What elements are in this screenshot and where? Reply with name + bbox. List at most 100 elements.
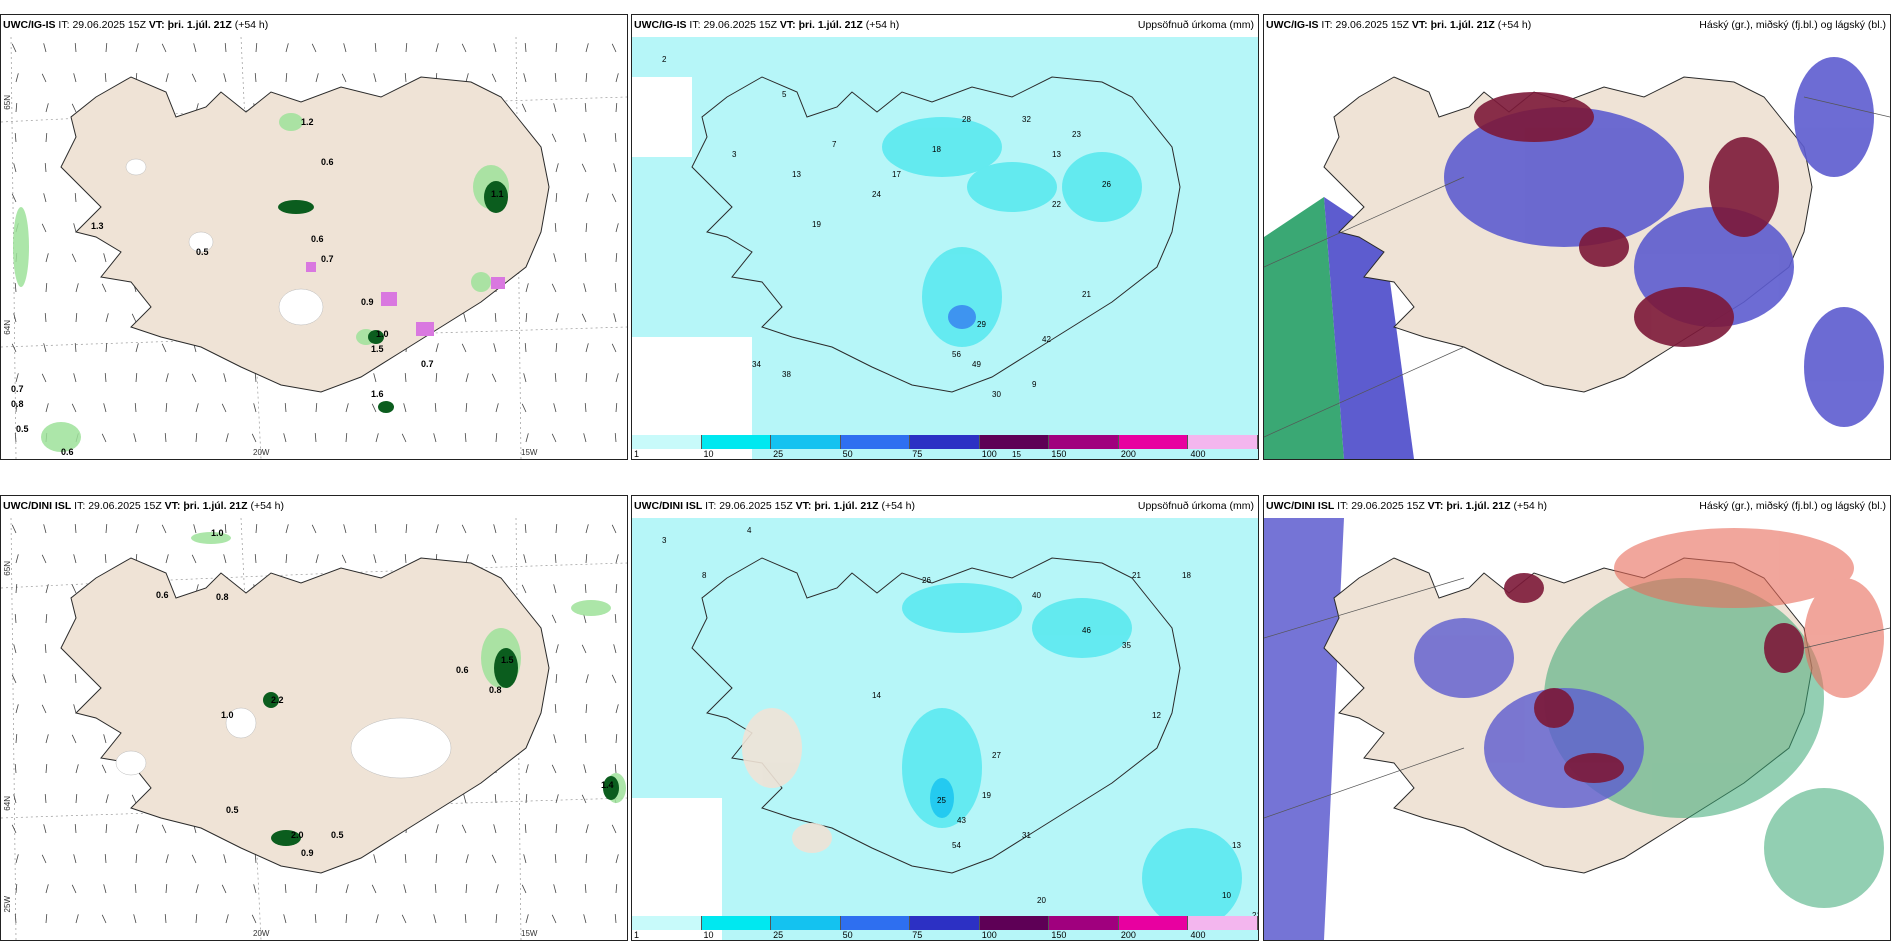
wind-barb — [101, 283, 107, 293]
value-label: 0.8 — [216, 592, 229, 602]
wind-barb — [373, 373, 377, 383]
wind-barb — [161, 343, 167, 353]
wind-barb — [434, 883, 437, 894]
wind-barb — [615, 402, 618, 413]
wind-barb — [253, 403, 257, 413]
wind-barb — [41, 223, 47, 233]
wind-barb — [493, 824, 497, 834]
wind-barb — [251, 433, 257, 443]
it-value: 29.06.2025 15Z — [72, 19, 146, 31]
wind-barb — [13, 794, 17, 804]
wind-barb — [435, 824, 439, 834]
wind-barb — [315, 554, 319, 564]
value-label: 19 — [812, 220, 821, 229]
model-name: UWC/IG-IS — [3, 19, 56, 31]
wind-barb — [71, 884, 77, 894]
value-label: 28 — [962, 115, 971, 124]
wind-barb — [11, 524, 17, 534]
wind-barb — [13, 163, 17, 173]
panel-clouds-dini: UWC/DINI ISL IT: 29.06.2025 15Z VT: þri.… — [1263, 495, 1891, 941]
value-label: 13 — [1052, 150, 1061, 159]
wind-barb — [135, 343, 139, 353]
wind-barb — [525, 793, 528, 804]
value-label: 0.7 — [421, 359, 434, 369]
wind-barb — [103, 253, 107, 263]
value-label: 0.6 — [321, 157, 334, 167]
wind-barb — [43, 343, 47, 353]
colorbar-label: 25 — [773, 449, 784, 459]
wind-barb — [373, 554, 377, 564]
value-label: 21 — [1252, 911, 1258, 920]
panel-header: UWC/IG-IS IT: 29.06.2025 15Z VT: þri. 1.… — [3, 19, 623, 35]
wind-barb — [15, 854, 19, 864]
wind-barb — [614, 132, 617, 143]
wind-barb — [614, 432, 617, 443]
wind-barb — [613, 644, 617, 654]
wind-barb — [15, 373, 19, 383]
wind-barb — [11, 674, 17, 684]
wind-barb — [611, 824, 617, 834]
panel-header: UWC/DINI ISL IT: 29.06.2025 15Z VT: þri.… — [634, 500, 1254, 516]
wind-barb — [221, 403, 227, 413]
value-label: 0.8 — [489, 685, 502, 695]
value-label: 20 — [1037, 896, 1046, 905]
colorbar-label: 400 — [1190, 449, 1206, 459]
wind-barb — [15, 583, 18, 594]
wind-barb — [41, 554, 47, 564]
wind-barb — [164, 913, 167, 924]
wind-barb — [191, 854, 197, 864]
colorbar-swatch — [1118, 916, 1189, 930]
wind-barb — [465, 402, 468, 413]
value-label: 26 — [922, 576, 931, 585]
wind-barb — [525, 433, 529, 443]
value-label: 14 — [872, 691, 881, 700]
map-canvas[interactable] — [1264, 518, 1890, 940]
wind-barb — [74, 673, 77, 684]
wind-barb — [11, 193, 17, 203]
value-label: 1.1 — [491, 189, 504, 199]
wind-barb — [43, 43, 47, 53]
value-label: 56 — [952, 350, 961, 359]
wind-barb — [615, 554, 619, 564]
map-canvas[interactable]: 1.2 0.6 1.1 1.3 0.5 0.6 0.7 0.9 1.0 1.5 0.7 1.6 0.7 0… — [1, 37, 627, 459]
wind-barb — [253, 884, 257, 894]
wind-barb — [491, 854, 497, 864]
wind-barb — [315, 883, 318, 894]
field-name: Háský (gr.), miðský (fj.bl.) og lágský (… — [1699, 500, 1886, 512]
panel-header: UWC/DINI ISL IT: 29.06.2025 15Z VT: þri.… — [1266, 500, 1886, 516]
it-value: 29.06.2025 15Z — [1351, 500, 1425, 512]
lead-time: (+54 h) — [1513, 500, 1548, 512]
map-canvas[interactable]: 3 4 8 21 26 40 46 18 35 14 54 43 25 31 27 19 13 12 10 20 21 — [632, 518, 1258, 940]
wind-barb — [191, 373, 197, 383]
wind-barb — [611, 674, 617, 684]
wind-barb — [374, 523, 377, 534]
wind-barb — [15, 73, 19, 83]
wind-barb — [191, 73, 197, 83]
wind-barb — [285, 524, 289, 534]
wind-barb — [15, 554, 19, 564]
wind-barb — [583, 914, 587, 924]
value-label: 1.3 — [91, 221, 104, 231]
it-value: 29.06.2025 15Z — [1335, 19, 1409, 31]
wind-barb — [315, 73, 319, 83]
wind-barb — [584, 733, 587, 744]
wind-barb — [615, 733, 618, 744]
wind-barb — [491, 554, 497, 564]
wind-barb — [343, 524, 347, 534]
wind-barb — [585, 222, 588, 233]
map-canvas[interactable]: 1.0 0.6 0.8 1.5 0.6 0.8 1.0 2.2 0.5 0.9 0.5 2.0 1.4 — [1, 518, 627, 940]
value-label: 43 — [957, 816, 966, 825]
value-label: 24 — [872, 190, 881, 199]
lat-label-top: 65N — [3, 561, 12, 576]
it-label: IT: — [689, 19, 701, 31]
wind-barb — [463, 794, 467, 804]
map-canvas[interactable] — [1264, 37, 1890, 459]
it-label: IT: — [74, 500, 86, 512]
colorbar-swatch — [771, 435, 841, 449]
wind-barb — [403, 884, 407, 894]
wind-barb — [464, 432, 467, 443]
wind-barb — [493, 43, 497, 53]
value-label: 30 — [992, 390, 1001, 399]
wind-barb — [131, 794, 137, 804]
